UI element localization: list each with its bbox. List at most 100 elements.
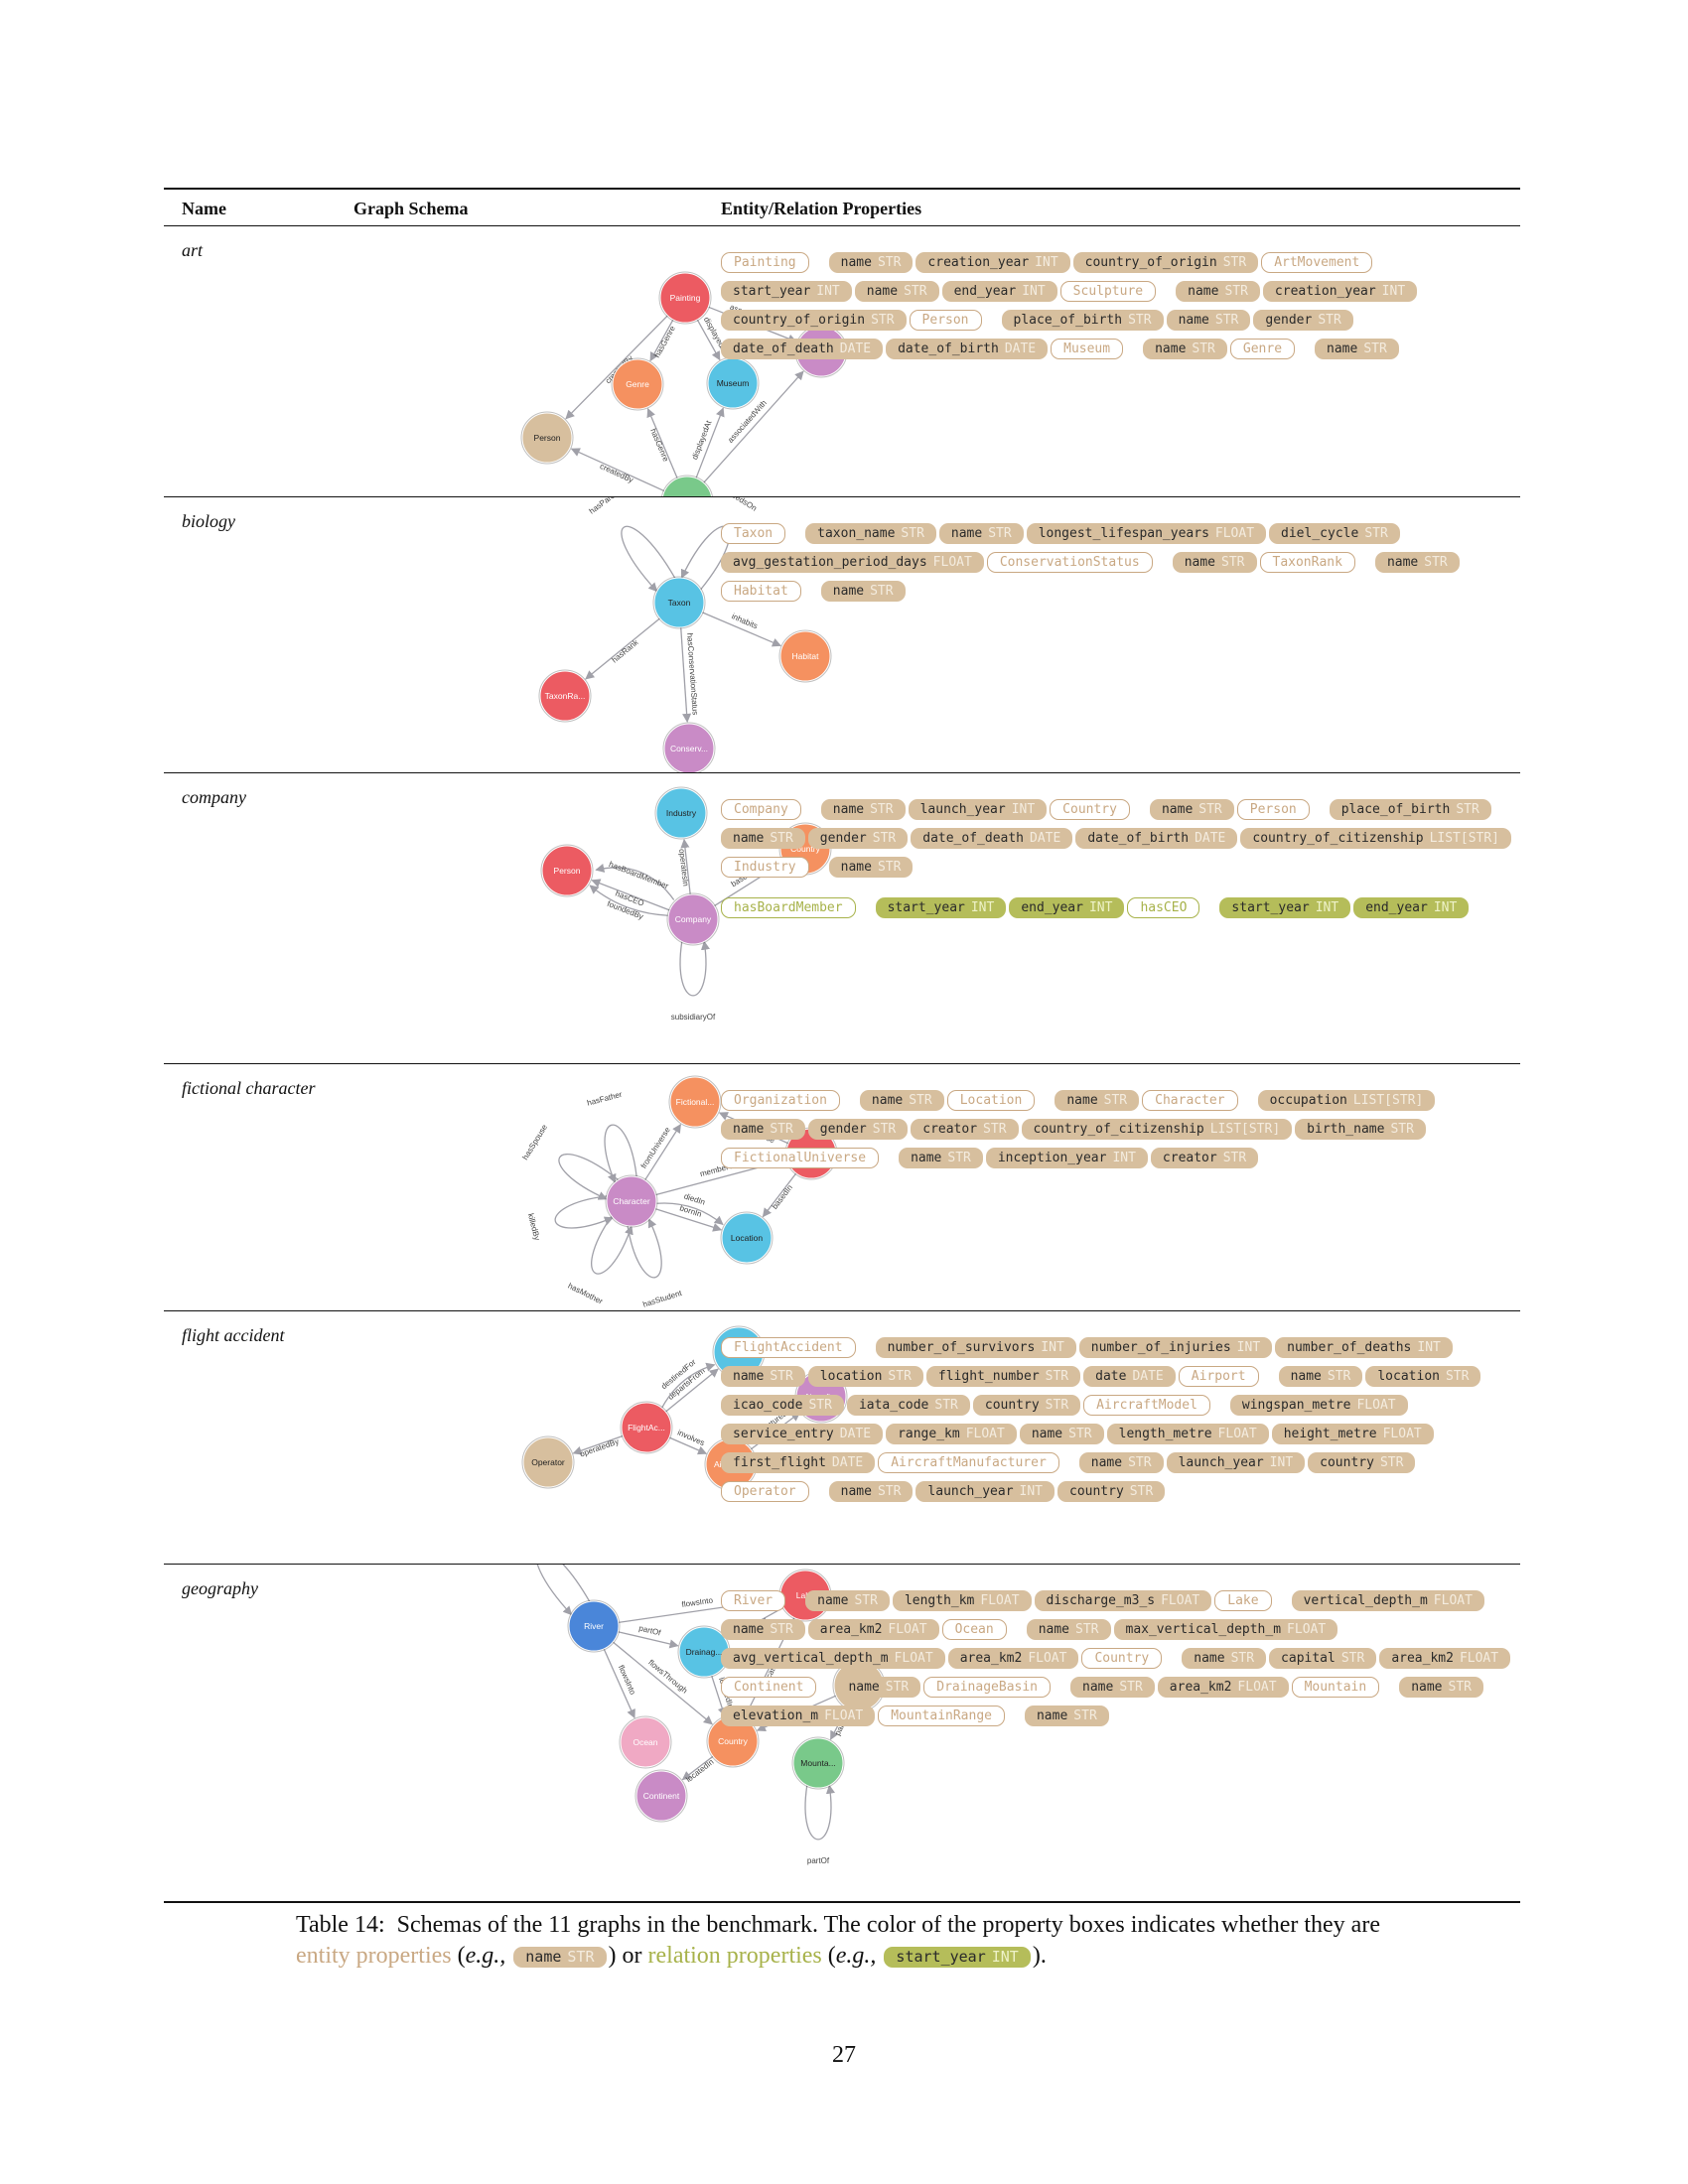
node-museum: Museum — [706, 356, 760, 410]
entity-type-art-movement: ArtMovement — [1261, 252, 1373, 273]
property-name: name — [1036, 1708, 1068, 1723]
header-rule — [164, 225, 1520, 226]
property-name: area_km2 — [1391, 1651, 1454, 1666]
property-type: STR — [770, 1622, 793, 1637]
node-circle — [653, 577, 705, 628]
table-row-flight-accident: flight accident departsFrom destinedFor ope… — [164, 1311, 1520, 1564]
node-circle — [655, 787, 707, 839]
entity-property-name: name STR — [721, 1366, 805, 1387]
graph-schema-biology: hasParent feedsOn inhabits hasRank hasConser… — [538, 497, 832, 772]
node-label: TaxonRa... — [545, 691, 586, 701]
entity-property-area-km2: area_km2 FLOAT — [807, 1619, 939, 1640]
entity-property-name: name STR — [1024, 1706, 1109, 1726]
node-label: Mounta... — [800, 1758, 835, 1768]
property-name: gender — [819, 831, 867, 846]
property-name: launch_year — [919, 802, 1006, 817]
edge-displayed-at-line — [696, 319, 721, 361]
entity-property-service-entry: service_entry DATE — [721, 1424, 884, 1444]
entity-property-name: name STR — [721, 1119, 805, 1140]
property-list: Painting name STR creation_year INT country_o… — [721, 252, 1520, 367]
property-type: FLOAT — [888, 1622, 927, 1637]
relation-type-has-board-member: hasBoardMember — [721, 897, 856, 918]
property-name: vertical_depth_m — [1303, 1593, 1428, 1608]
edge-has-genre-line — [646, 408, 678, 479]
entity-property-discharge-m3-s: discharge_m3_s FLOAT — [1034, 1590, 1212, 1611]
table-row-fictional-character: fictional characterfromUniversefromUnive… — [164, 1064, 1520, 1310]
property-type: STR — [1424, 555, 1448, 570]
entity-type-operator: Operator — [721, 1481, 809, 1502]
property-name: place_of_birth — [1013, 313, 1123, 328]
edge-located-in-line — [681, 1755, 714, 1781]
entity-property-name: name STR — [828, 857, 914, 878]
header-props: Entity/Relation Properties — [721, 199, 922, 218]
entity-type-aircraft-manufacturer: AircraftManufacturer — [878, 1452, 1059, 1473]
property-name: country — [1069, 1484, 1124, 1499]
node-river: River — [567, 1599, 621, 1653]
property-name: name — [1194, 1651, 1225, 1666]
property-type: STR — [1068, 1427, 1092, 1441]
property-type: FLOAT — [1028, 1651, 1067, 1666]
caption-eg-1: e.g., — [465, 1943, 506, 1969]
entity-property-name: name STR — [828, 1481, 914, 1502]
edge-has-spouse-label: hasSpouse — [520, 1123, 549, 1161]
node-conservation-status: Conserv... — [662, 722, 716, 772]
entity-property-date-of-birth: date_of_birth DATE — [886, 339, 1049, 359]
edge-involves-line — [668, 1436, 708, 1455]
property-type: FLOAT — [1382, 1427, 1422, 1441]
property-name: name — [950, 526, 983, 541]
node-country: Country — [706, 1714, 760, 1768]
property-type: STR — [854, 1593, 878, 1608]
property-type: STR — [877, 860, 902, 875]
entity-property-area-km2: area_km2 FLOAT — [1379, 1648, 1511, 1669]
entity-property-capital: capital STR — [1269, 1648, 1377, 1669]
edge-has-mother-line — [591, 1215, 633, 1275]
entity-type-mountain: Mountain — [1291, 1677, 1380, 1698]
property-name: name — [1327, 341, 1358, 356]
entity-property-name: name STR — [836, 1677, 921, 1698]
property-name: name — [1386, 555, 1419, 570]
entity-property-name: name STR — [1176, 281, 1260, 302]
property-name: name — [1038, 1622, 1070, 1637]
property-name: name — [866, 284, 899, 299]
row-name: flight accident — [182, 1325, 285, 1345]
node-outline — [605, 1174, 658, 1228]
caption-or: or — [622, 1943, 642, 1969]
schema-table: Name Graph Schema Entity/Relation Proper… — [164, 188, 1520, 1903]
node-mountain-range: Mounta... — [791, 1736, 845, 1790]
edge-located-in-label: locatedIn — [684, 1757, 715, 1784]
property-type: STR — [1224, 284, 1248, 299]
node-label: Company — [675, 914, 712, 924]
edge-has-parent-label: hasParent — [588, 497, 623, 516]
node-circle — [721, 1212, 773, 1264]
property-name: launch_year — [927, 1484, 1014, 1499]
property-name: service_entry — [733, 1427, 834, 1441]
property-name: area_km2 — [1169, 1680, 1232, 1695]
entity-property-gender: gender STR — [1253, 310, 1353, 331]
node-label: Character — [613, 1196, 649, 1206]
property-type: STR — [1198, 802, 1222, 817]
row-name: art — [182, 240, 204, 260]
property-type: STR — [947, 1151, 971, 1165]
entity-property-name: name STR — [1070, 1677, 1155, 1698]
property-list: FlightAccident number_of_survivors INT numb… — [721, 1337, 1520, 1510]
node-outline — [666, 892, 720, 946]
property-type: STR — [770, 831, 793, 846]
node-character: Character — [605, 1174, 658, 1228]
property-name: name — [840, 1484, 872, 1499]
property-type: INT — [1381, 284, 1406, 299]
edge-inhabits-line — [701, 612, 781, 647]
entity-property-country: country STR — [1308, 1452, 1416, 1473]
entity-property-area-km2: area_km2 FLOAT — [1157, 1677, 1289, 1698]
node-flight-accident: FlightAc... — [620, 1401, 673, 1454]
property-type: INT — [1088, 900, 1113, 915]
node-circle — [663, 723, 715, 772]
node-outline — [538, 669, 592, 723]
node-circle — [568, 1600, 620, 1652]
entity-property-elevation-m: elevation_m FLOAT — [721, 1706, 876, 1726]
edge-founded-by-line — [589, 885, 668, 916]
property-name: capital — [1281, 1651, 1336, 1666]
node-outline — [778, 629, 832, 683]
property-name: start_year — [887, 900, 965, 915]
property-name: end_year — [1365, 900, 1428, 915]
edge-has-student-line — [627, 1218, 662, 1279]
